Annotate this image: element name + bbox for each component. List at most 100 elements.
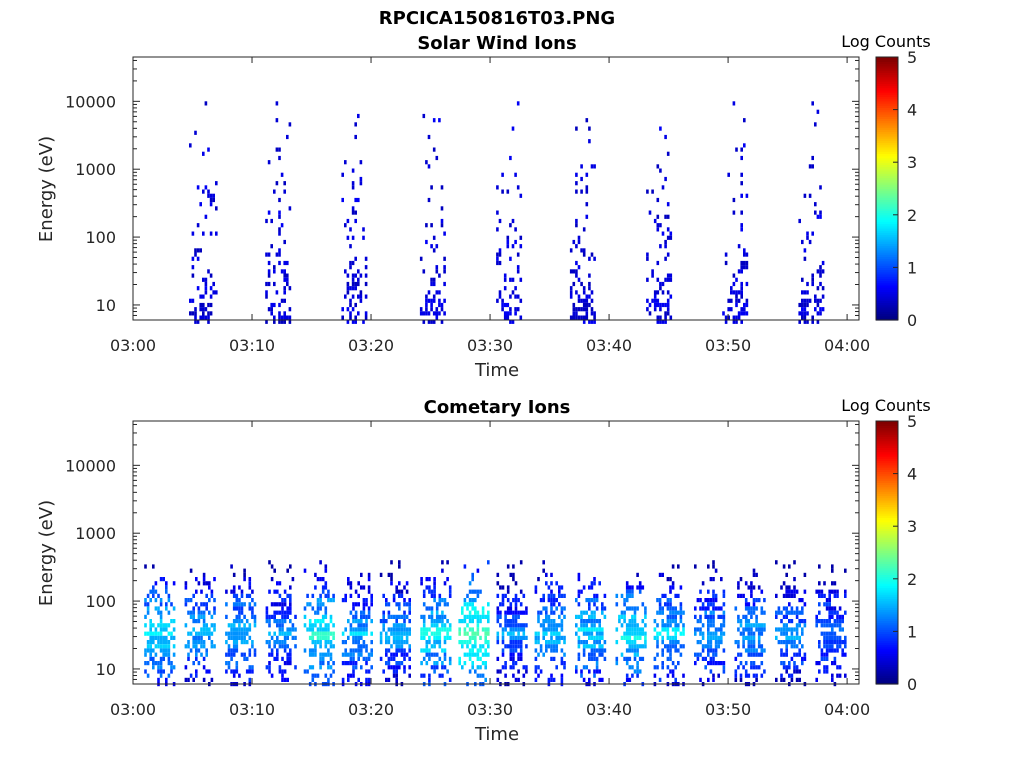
spectrogram-cell	[194, 253, 197, 257]
spectrogram-cell	[783, 653, 786, 657]
spectrogram-cell	[733, 211, 736, 215]
spectrogram-cell	[325, 569, 328, 573]
spectrogram-cell	[289, 619, 292, 623]
spectrogram-cell	[444, 653, 447, 657]
spectrogram-cell	[828, 636, 831, 640]
spectrogram-cell	[233, 606, 236, 610]
spectrogram-cell	[155, 606, 158, 610]
spectrogram-cell	[317, 632, 320, 636]
spectrogram-cell	[831, 678, 834, 682]
spectrogram-cell	[664, 311, 667, 315]
spectrogram-cell	[715, 627, 718, 631]
spectrogram-cell	[195, 640, 198, 644]
spectrogram-cell	[791, 640, 794, 644]
spectrogram-cell	[327, 623, 330, 627]
spectrogram-cell	[273, 269, 276, 273]
spectrogram-cell	[433, 577, 436, 581]
spectrogram-cell	[458, 640, 461, 644]
spectrogram-cell	[406, 581, 409, 585]
spectrogram-cell	[365, 311, 368, 315]
spectrogram-cell	[388, 636, 391, 640]
spectrogram-cell	[390, 560, 393, 564]
spectrogram-cell	[157, 669, 160, 673]
spectrogram-cell	[215, 232, 218, 236]
spectrogram-cell	[707, 653, 710, 657]
spectrogram-cell	[352, 211, 355, 215]
spectrogram-cell	[555, 632, 558, 636]
spectrogram-cell	[578, 627, 581, 631]
spectrogram-cell	[314, 640, 317, 644]
spectrogram-cell	[426, 640, 429, 644]
spectrogram-cell	[330, 619, 333, 623]
spectrogram-cell	[289, 602, 292, 606]
spectrogram-cell	[823, 669, 826, 673]
spectrogram-cell	[558, 640, 561, 644]
spectrogram-cell	[636, 636, 639, 640]
spectrogram-cell	[408, 665, 411, 669]
spectrogram-cell	[796, 636, 799, 640]
spectrogram-cell	[205, 594, 208, 598]
spectrogram-cell	[284, 615, 287, 619]
spectrogram-cell	[403, 623, 406, 627]
spectrogram-cell	[317, 627, 320, 631]
spectrogram-cell	[720, 661, 723, 665]
spectrogram-cell	[283, 269, 286, 273]
spectrogram-cell	[283, 316, 286, 320]
spectrogram-cell	[228, 636, 231, 640]
spectrogram-cell	[304, 669, 307, 673]
spectrogram-cell	[601, 636, 604, 640]
spectrogram-cell	[420, 615, 423, 619]
spectrogram-cell	[783, 564, 786, 568]
spectrogram-cell	[195, 648, 198, 652]
spectrogram-cell	[798, 303, 801, 307]
spectrogram-cell	[207, 311, 210, 315]
spectrogram-cell	[750, 585, 753, 589]
spectrogram-cell	[669, 644, 672, 648]
spectrogram-cell	[735, 669, 738, 673]
spectrogram-cell	[347, 577, 350, 581]
spectrogram-cell	[205, 669, 208, 673]
spectrogram-cell	[357, 581, 360, 585]
spectrogram-cell	[542, 560, 545, 564]
spectrogram-cell	[192, 678, 195, 682]
spectrogram-cell	[661, 627, 664, 631]
spectrogram-cell	[704, 598, 707, 602]
spectrogram-cell	[428, 135, 431, 139]
spectrogram-cell	[466, 644, 469, 648]
spectrogram-cell	[390, 653, 393, 657]
spectrogram-cell	[520, 644, 523, 648]
spectrogram-cell	[823, 665, 826, 669]
spectrogram-cell	[588, 257, 591, 261]
spectrogram-cell	[664, 644, 667, 648]
spectrogram-cell	[474, 653, 477, 657]
spectrogram-cell	[401, 615, 404, 619]
spectrogram-cell	[828, 632, 831, 636]
spectrogram-cell	[836, 590, 839, 594]
spectrogram-cell	[187, 611, 190, 615]
spectrogram-cell	[270, 303, 273, 307]
spectrogram-cell	[423, 615, 426, 619]
spectrogram-cell	[309, 619, 312, 623]
spectrogram-cell	[831, 564, 834, 568]
spectrogram-cell	[423, 636, 426, 640]
spectrogram-cell	[667, 202, 670, 206]
spectrogram-cell	[342, 598, 345, 602]
spectrogram-cell	[471, 577, 474, 581]
spectrogram-cell	[588, 615, 591, 619]
spectrogram-cell	[545, 581, 548, 585]
spectrogram-cell	[441, 611, 444, 615]
spectrogram-cell	[735, 299, 738, 303]
spectrogram-cell	[289, 594, 292, 598]
spectrogram-cell	[268, 560, 271, 564]
spectrogram-cell	[710, 623, 713, 627]
spectrogram-cell	[517, 632, 520, 636]
spectrogram-cell	[368, 615, 371, 619]
spectrogram-cell	[575, 181, 578, 185]
spectrogram-cell	[593, 640, 596, 644]
spectrogram-cell	[474, 632, 477, 636]
spectrogram-cell	[441, 560, 444, 564]
spectrogram-cell	[704, 665, 707, 669]
spectrogram-cell	[791, 678, 794, 682]
spectrogram-cell	[162, 640, 165, 644]
spectrogram-cell	[281, 173, 284, 177]
